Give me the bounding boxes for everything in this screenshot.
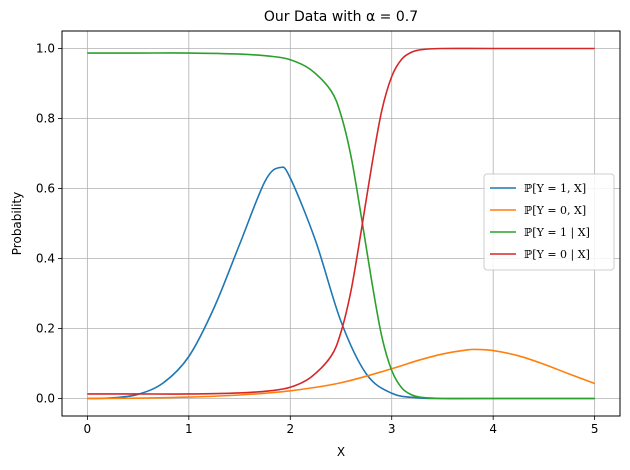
- plot-frame: [61, 30, 621, 417]
- y-axis-label: Probability: [10, 192, 24, 255]
- x-axis-label: X: [337, 445, 345, 459]
- legend-label: ℙ[Y = 0 | X]: [524, 248, 590, 262]
- legend: ℙ[Y = 1, X] ℙ[Y = 0, X] ℙ[Y = 1 | X] ℙ[Y = …: [483, 173, 615, 271]
- y-tick-label: 1.0: [36, 42, 55, 56]
- legend-label: ℙ[Y = 0, X]: [524, 204, 586, 217]
- legend-label: ℙ[Y = 1, X]: [524, 182, 586, 195]
- x-tick-label: 3: [388, 422, 396, 436]
- x-tick-label: 2: [286, 422, 294, 436]
- x-tick-label: 0: [84, 422, 92, 436]
- x-tick-label: 4: [489, 422, 497, 436]
- y-tick-label: 0.4: [36, 252, 55, 266]
- x-tick-label: 5: [591, 422, 599, 436]
- y-tick-label: 0.6: [36, 182, 55, 196]
- series-line-4: [87, 47, 595, 395]
- legend-label: ℙ[Y = 1 | X]: [524, 226, 590, 240]
- legend-box: [483, 173, 615, 271]
- x-tick-label: 1: [185, 422, 193, 436]
- chart-title: Our Data with α = 0.7: [264, 9, 418, 25]
- series-line-3: [87, 52, 595, 400]
- y-tick-label: 0.8: [36, 112, 55, 126]
- series-lines: [87, 47, 595, 400]
- series-line-2: [87, 348, 595, 400]
- y-tick-label: 0.2: [36, 322, 55, 336]
- y-tick-label: 0.0: [36, 392, 55, 406]
- axis-ticks: 0 1 2 3 4 5 0.0 0.2 0.4 0.6 0.8 1.0: [36, 42, 599, 437]
